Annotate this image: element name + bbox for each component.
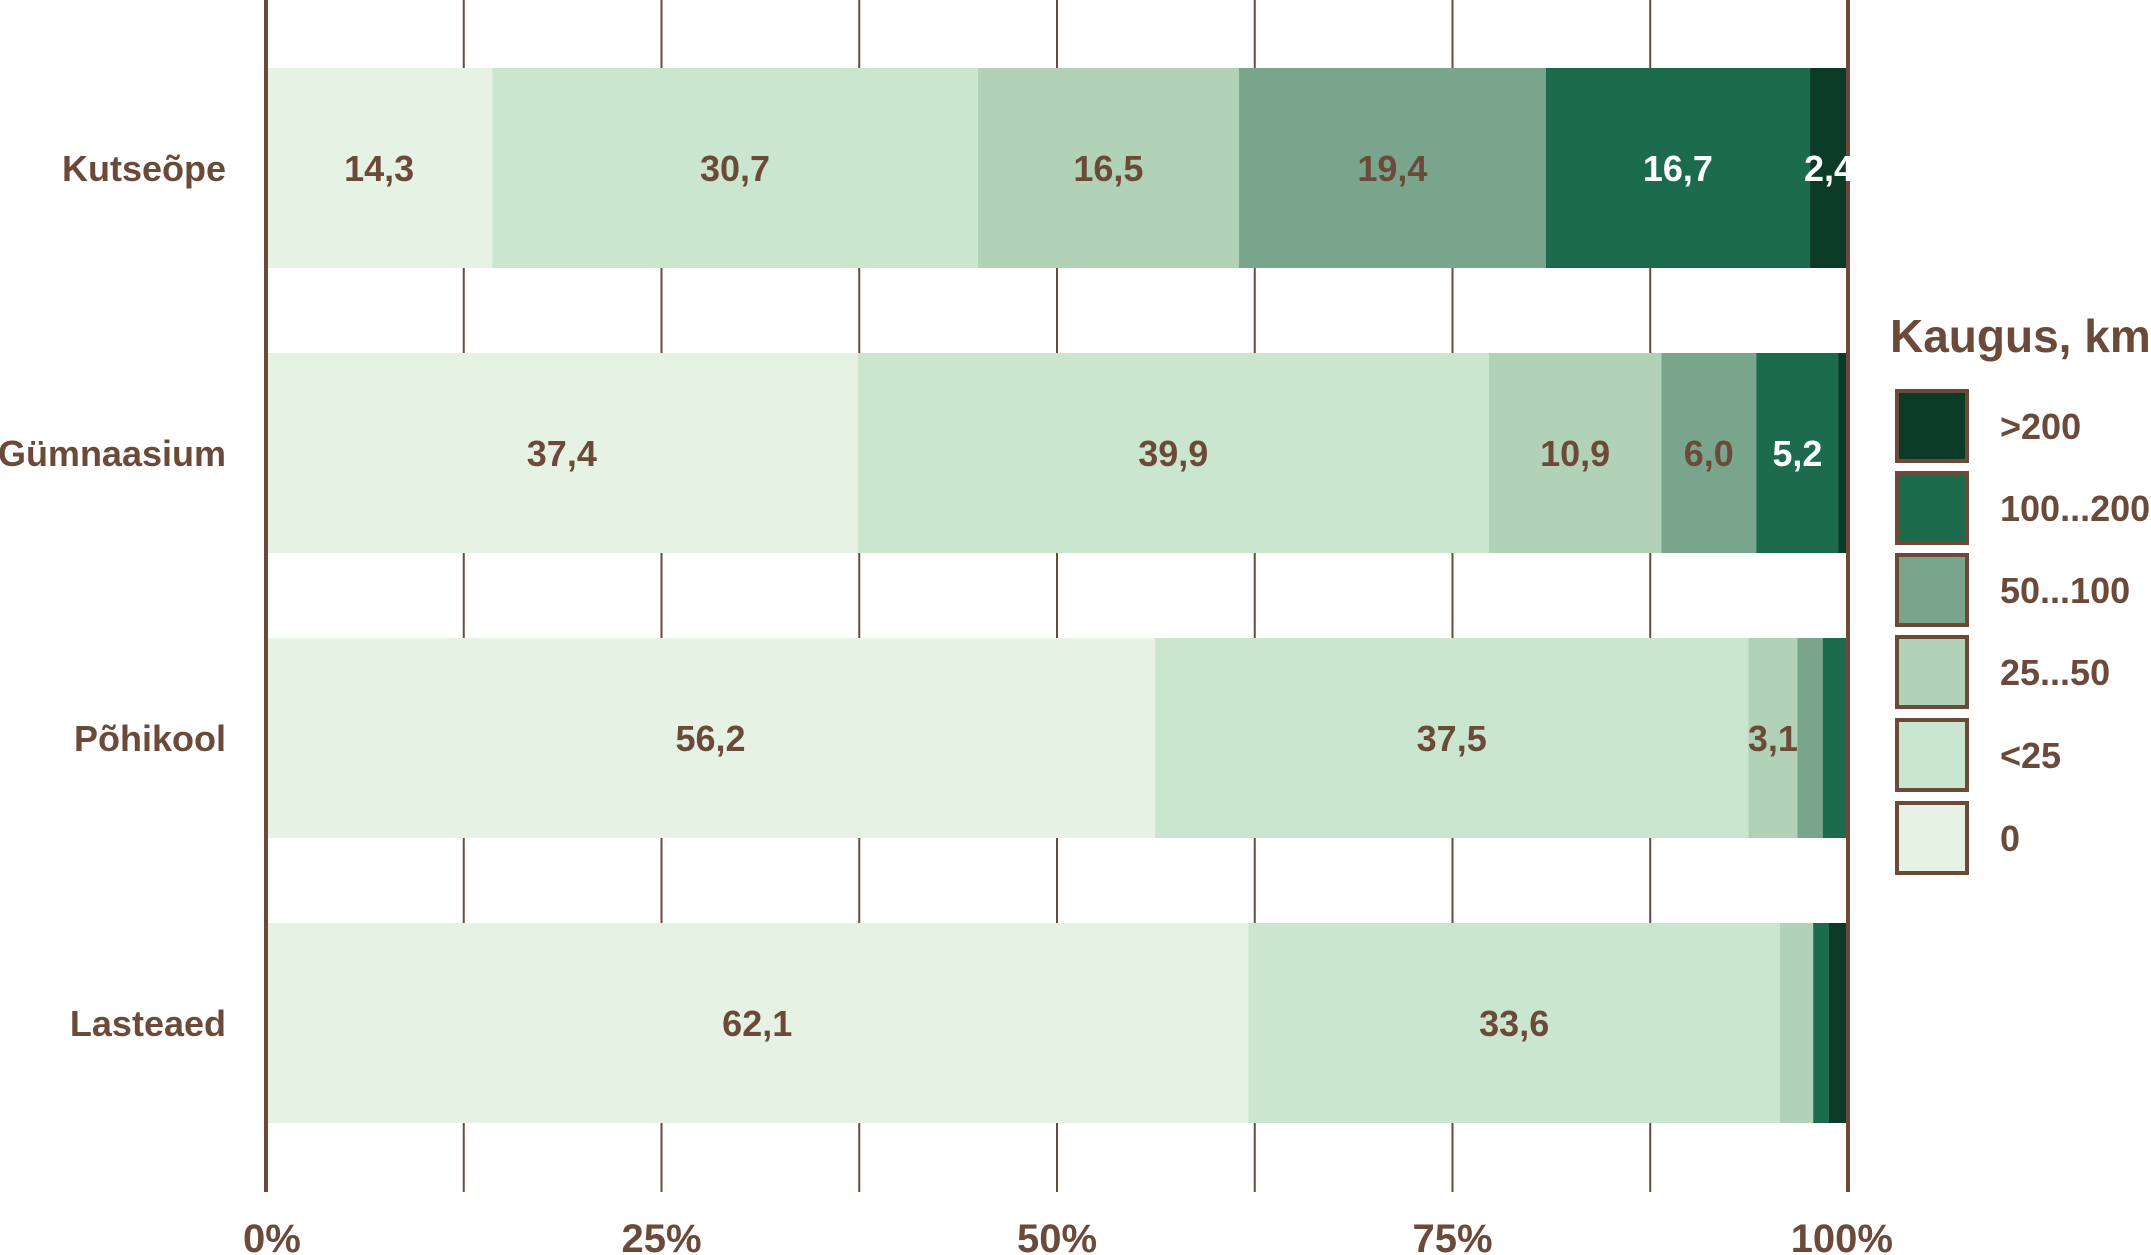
- value-label-pohikool-25-50: 3,1: [1748, 718, 1798, 759]
- axes: Kutseõpe Gümnaasium Põhikool Lasteaed 0% 25% 5…: [0, 0, 1893, 1255]
- value-labels: 14,3 30,7 16,5 19,4 16,7 2,4 37,4 39,9 10,9 6,0 5,…: [344, 148, 1854, 1044]
- legend-label-25-50: 25...50: [2000, 652, 2110, 693]
- value-label-kutseope-gt200: 2,4: [1804, 148, 1854, 189]
- bar-kutseope-lt25: [492, 68, 978, 268]
- value-label-kutseope-25-50: 16,5: [1073, 148, 1143, 189]
- bar-gumnaasium-100-200: [1756, 353, 1839, 553]
- value-label-kutseope-100-200: 16,7: [1643, 148, 1713, 189]
- x-tick-label-0: 0%: [243, 1217, 301, 1255]
- legend-label-gt200: >200: [2000, 406, 2081, 447]
- bar-segments: [266, 68, 1848, 1123]
- legend-label-100-200: 100...200: [2000, 488, 2150, 529]
- value-label-gumnaasium-lt25: 39,9: [1138, 433, 1208, 474]
- bar-pohikool-50-100: [1797, 638, 1823, 838]
- bar-lasteaed-lt25: [1248, 923, 1780, 1123]
- value-label-gumnaasium-50-100: 6,0: [1684, 433, 1734, 474]
- legend-swatch-lt25: [1895, 718, 1969, 792]
- bar-lasteaed-gt200: [1829, 923, 1848, 1123]
- category-label-lasteaed: Lasteaed: [70, 1003, 226, 1044]
- legend: Kaugus, km >200 100...200 50...100 25...50 <2…: [1890, 310, 2151, 875]
- bar-lasteaed-100-200: [1813, 923, 1830, 1123]
- bar-kutseope-100-200: [1545, 68, 1811, 268]
- legend-label-lt25: <25: [2000, 735, 2061, 776]
- x-tick-label-75: 75%: [1412, 1217, 1492, 1255]
- legend-label-50-100: 50...100: [2000, 570, 2130, 611]
- value-label-pohikool-lt25: 37,5: [1417, 718, 1487, 759]
- bar-gumnaasium-lt25: [857, 353, 1489, 553]
- value-label-gumnaasium-25-50: 10,9: [1540, 433, 1610, 474]
- bar-gumnaasium-50-100: [1661, 353, 1757, 553]
- bar-gumnaasium-0: [266, 353, 858, 553]
- legend-label-0: 0: [2000, 818, 2020, 859]
- bar-kutseope-50-100: [1238, 68, 1546, 268]
- legend-swatch-100-200: [1895, 471, 1969, 545]
- legend-swatch-0: [1895, 801, 1969, 875]
- category-label-gumnaasium: Gümnaasium: [0, 433, 226, 474]
- bar-lasteaed-25-50: [1779, 923, 1814, 1123]
- legend-swatch-25-50: [1895, 635, 1969, 709]
- value-label-pohikool-0: 56,2: [676, 718, 746, 759]
- x-tick-label-100: 100%: [1791, 1217, 1893, 1255]
- category-label-kutseope: Kutseõpe: [62, 148, 226, 189]
- value-label-lasteaed-0: 62,1: [722, 1003, 792, 1044]
- category-label-pohikool: Põhikool: [74, 718, 226, 759]
- bar-lasteaed-0: [266, 923, 1249, 1123]
- bar-pohikool-100-200: [1822, 638, 1848, 838]
- value-label-kutseope-50-100: 19,4: [1357, 148, 1427, 189]
- bar-pohikool-lt25: [1155, 638, 1749, 838]
- value-label-lasteaed-lt25: 33,6: [1479, 1003, 1549, 1044]
- value-label-gumnaasium-0: 37,4: [527, 433, 597, 474]
- value-label-gumnaasium-100-200: 5,2: [1772, 433, 1822, 474]
- bar-gumnaasium-gt200: [1838, 353, 1848, 553]
- x-tick-label-50: 50%: [1017, 1217, 1097, 1255]
- legend-swatch-gt200: [1895, 389, 1969, 463]
- legend-title: Kaugus, km: [1890, 310, 2151, 362]
- legend-swatch-50-100: [1895, 553, 1969, 627]
- bar-kutseope-gt200: [1810, 68, 1848, 268]
- x-tick-label-25: 25%: [621, 1217, 701, 1255]
- value-label-kutseope-lt25: 30,7: [700, 148, 770, 189]
- bar-gumnaasium-25-50: [1488, 353, 1662, 553]
- bar-kutseope-0: [266, 68, 493, 268]
- bar-pohikool-0: [266, 638, 1156, 838]
- bar-pohikool-25-50: [1748, 638, 1798, 838]
- value-label-kutseope-0: 14,3: [344, 148, 414, 189]
- bar-kutseope-25-50: [977, 68, 1239, 268]
